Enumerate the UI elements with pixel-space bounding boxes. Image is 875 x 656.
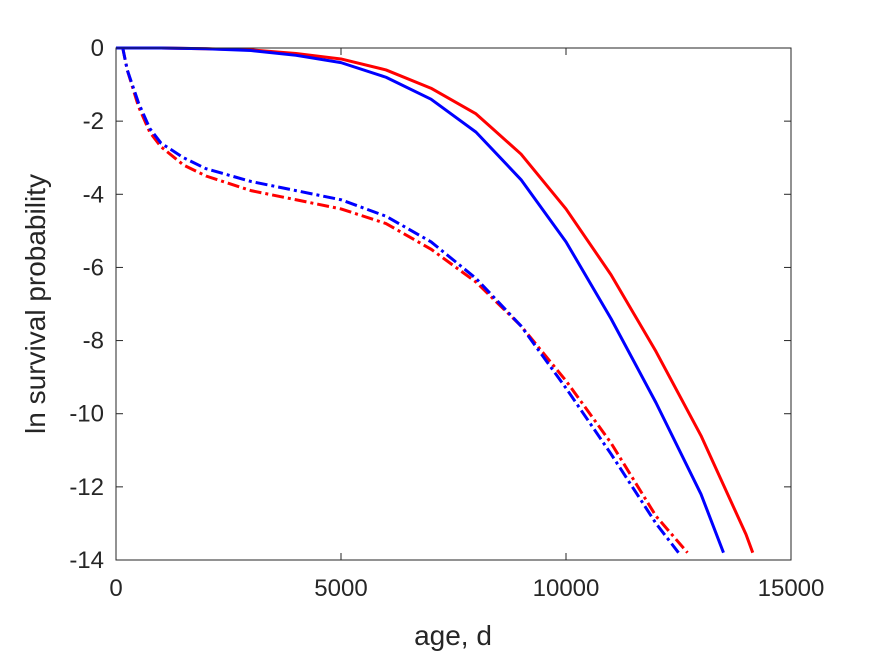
y-axis-label: ln survival probability (20, 174, 51, 434)
tick-layer: 0 5000 10000 15000 -14 -12 -10 -8 -6 -4 -2 0 (69, 35, 824, 602)
x-tick-label: 15000 (758, 575, 825, 602)
series-line-2 (116, 46, 725, 554)
series-line-3 (121, 47, 689, 554)
x-tick-label: 10000 (533, 575, 600, 602)
series-line-4 (121, 47, 680, 554)
y-tick-label: -14 (69, 547, 104, 574)
x-tick-label: 0 (109, 575, 122, 602)
y-tick-label: -8 (83, 328, 104, 355)
y-tick-label: -10 (69, 401, 104, 428)
y-tick-label: -6 (83, 254, 104, 281)
plot-area (116, 48, 791, 560)
y-tick-label: -2 (83, 108, 104, 135)
y-tick-label: -4 (83, 181, 104, 208)
series-layer (116, 46, 755, 554)
axes-box (115, 47, 792, 561)
x-tick-label: 5000 (314, 575, 367, 602)
x-axis-label: age, d (414, 620, 492, 651)
y-tick-label: -12 (69, 474, 104, 501)
y-tick-label: 0 (91, 35, 104, 62)
